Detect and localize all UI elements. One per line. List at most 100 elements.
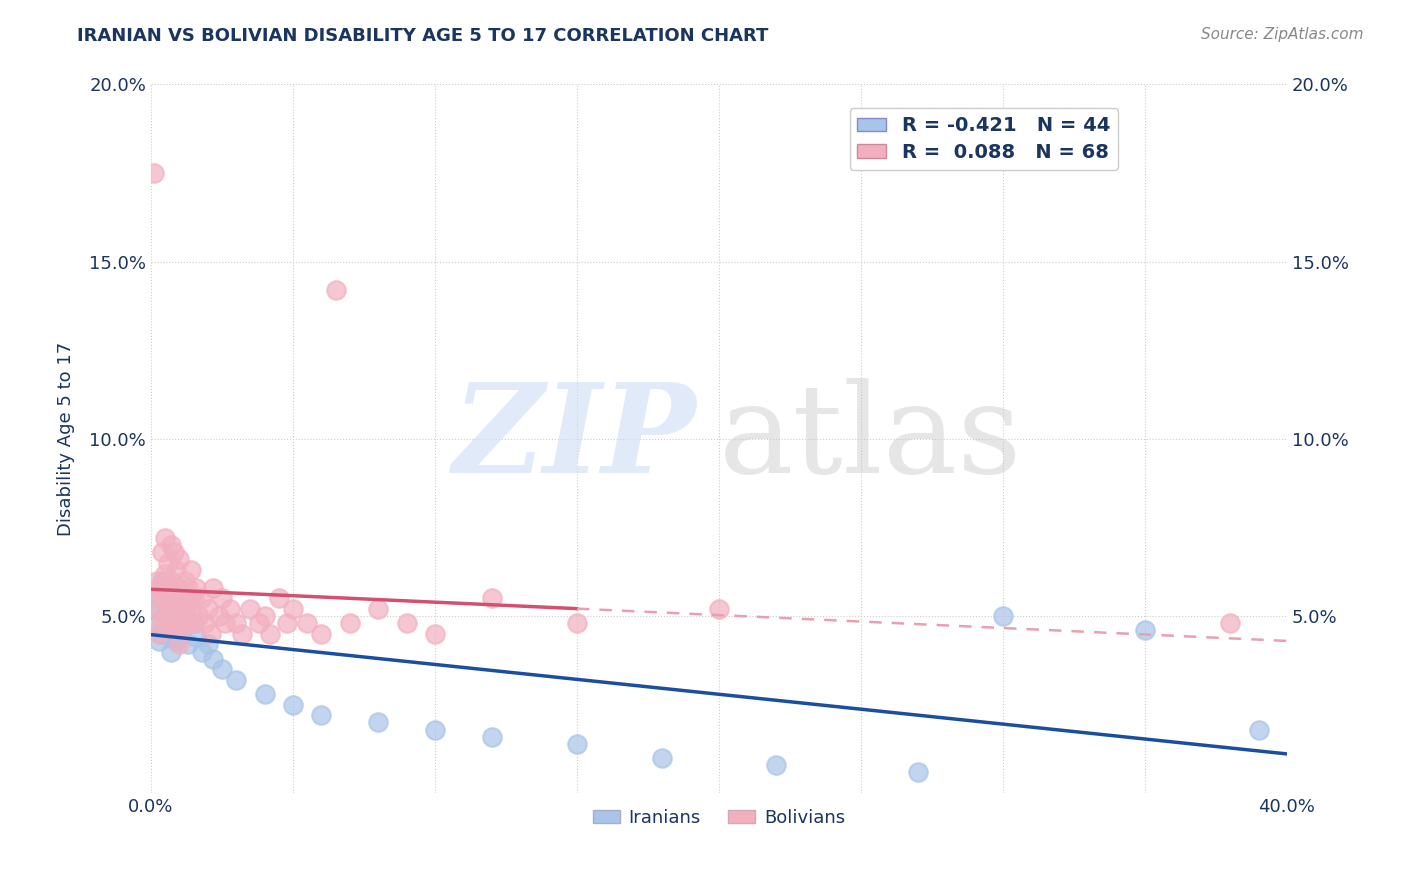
Point [183, 616, 205, 631]
Point [211, 662, 233, 676]
Point [169, 631, 191, 645]
Point [211, 591, 233, 606]
Point [153, 566, 176, 581]
Point [267, 591, 290, 606]
Point [169, 613, 191, 627]
Point [208, 609, 231, 624]
Point [177, 638, 200, 652]
Point [174, 574, 197, 588]
Point [259, 627, 281, 641]
Point [200, 627, 222, 641]
Point [202, 651, 225, 665]
Point [276, 616, 298, 631]
Point [295, 616, 318, 631]
Point [565, 737, 588, 751]
Point [907, 765, 929, 780]
Point [281, 602, 304, 616]
Point [177, 616, 200, 631]
Point [765, 758, 787, 772]
Point [197, 638, 219, 652]
Point [159, 602, 181, 616]
Point [1219, 616, 1241, 631]
Point [148, 627, 170, 641]
Point [163, 616, 186, 631]
Point [180, 591, 202, 606]
Point [311, 627, 333, 641]
Text: Source: ZipAtlas.com: Source: ZipAtlas.com [1201, 27, 1364, 42]
Point [225, 616, 247, 631]
Point [159, 616, 181, 631]
Point [311, 708, 333, 723]
Point [156, 624, 179, 638]
Point [145, 616, 167, 631]
Point [186, 631, 208, 645]
Point [1133, 624, 1156, 638]
Text: ZIP: ZIP [453, 378, 696, 500]
Point [191, 591, 214, 606]
Point [166, 563, 188, 577]
Point [651, 751, 673, 765]
Point [202, 581, 225, 595]
Point [214, 616, 236, 631]
Point [423, 723, 446, 737]
Point [367, 715, 389, 730]
Point [145, 602, 167, 616]
Point [153, 581, 176, 595]
Point [423, 627, 446, 641]
Point [174, 602, 197, 616]
Point [169, 609, 191, 624]
Point [159, 644, 181, 658]
Point [1247, 723, 1270, 737]
Point [142, 166, 165, 180]
Point [145, 574, 167, 588]
Point [325, 283, 347, 297]
Point [186, 581, 208, 595]
Text: IRANIAN VS BOLIVIAN DISABILITY AGE 5 TO 17 CORRELATION CHART: IRANIAN VS BOLIVIAN DISABILITY AGE 5 TO … [77, 27, 769, 45]
Point [163, 599, 186, 613]
Point [166, 620, 188, 634]
Point [172, 620, 194, 634]
Point [153, 609, 176, 624]
Point [180, 563, 202, 577]
Point [156, 602, 179, 616]
Point [172, 591, 194, 606]
Point [148, 581, 170, 595]
Point [150, 616, 173, 631]
Point [169, 552, 191, 566]
Point [395, 616, 418, 631]
Point [150, 545, 173, 559]
Point [166, 606, 188, 620]
Point [481, 730, 503, 744]
Point [174, 609, 197, 624]
Point [148, 634, 170, 648]
Point [231, 627, 253, 641]
Point [150, 627, 173, 641]
Point [367, 602, 389, 616]
Point [191, 644, 214, 658]
Point [153, 609, 176, 624]
Point [177, 581, 200, 595]
Point [163, 581, 186, 595]
Point [707, 602, 730, 616]
Point [180, 602, 202, 616]
Point [153, 531, 176, 545]
Legend: Iranians, Bolivians: Iranians, Bolivians [585, 802, 852, 834]
Point [169, 581, 191, 595]
Point [253, 609, 276, 624]
Point [156, 616, 179, 631]
Point [991, 609, 1014, 624]
Point [481, 591, 503, 606]
Point [281, 698, 304, 712]
Point [197, 602, 219, 616]
Point [156, 591, 179, 606]
Point [188, 609, 211, 624]
Point [169, 638, 191, 652]
Point [247, 616, 270, 631]
Point [159, 538, 181, 552]
Point [194, 616, 217, 631]
Point [159, 574, 181, 588]
Point [150, 591, 173, 606]
Point [142, 602, 165, 616]
Point [219, 602, 242, 616]
Point [159, 591, 181, 606]
